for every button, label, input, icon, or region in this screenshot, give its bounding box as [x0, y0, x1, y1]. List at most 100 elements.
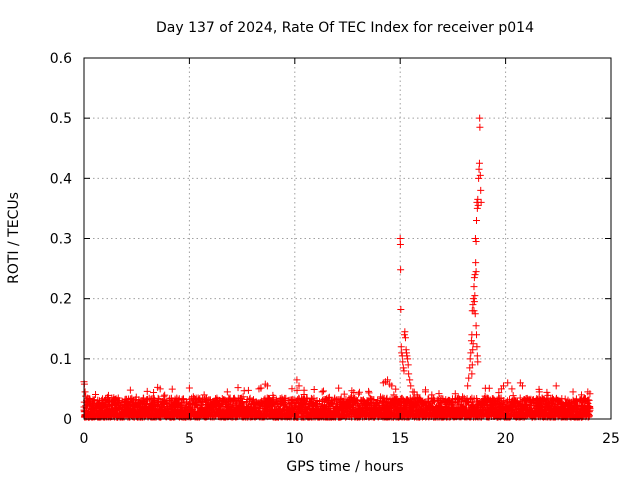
data-point [471, 235, 479, 242]
data-point [472, 238, 480, 246]
data-point [476, 114, 484, 122]
data-point [406, 376, 414, 384]
data-point [81, 388, 89, 396]
x-tick-label: 0 [80, 431, 89, 447]
data-point [400, 367, 408, 375]
data-point [223, 388, 231, 396]
x-tick-label: 15 [391, 431, 409, 447]
x-tick-label: 20 [497, 431, 515, 447]
data-point [471, 271, 479, 279]
data-point [476, 171, 484, 179]
data-point [150, 389, 158, 397]
axis-ticks [83, 57, 612, 420]
data-point [308, 395, 316, 403]
data-point [543, 388, 551, 396]
data-point [92, 390, 100, 398]
data-point [225, 398, 233, 406]
data-point [467, 337, 475, 345]
data-point [156, 385, 164, 393]
data-point [392, 385, 400, 393]
data-point [293, 386, 301, 394]
data-point [335, 384, 343, 392]
data-point [552, 382, 560, 390]
x-tick-label: 10 [286, 431, 304, 447]
data-point [468, 370, 476, 378]
data-point [471, 310, 479, 318]
data-point [234, 384, 242, 392]
data-point [464, 382, 472, 390]
data-point [469, 295, 477, 303]
data-point [477, 198, 485, 206]
data-point [401, 334, 409, 342]
data-point [160, 392, 168, 400]
chart-title: Day 137 of 2024, Rate Of TEC Index for r… [156, 20, 534, 36]
data-point [397, 343, 405, 351]
data-point [310, 385, 318, 393]
data-point [404, 355, 412, 363]
data-point [143, 387, 151, 395]
data-point [471, 292, 479, 300]
data-point [470, 307, 478, 315]
data-point [470, 298, 478, 306]
y-tick-label: 0.5 [50, 111, 72, 127]
data-point [474, 201, 482, 209]
data-point [355, 390, 363, 398]
x-axis-label: GPS time / hours [286, 459, 403, 475]
data-point [475, 174, 483, 182]
data-point [399, 364, 407, 372]
y-tick-labels: 0 0.1 0.2 0.3 0.4 0.5 0.6 [50, 51, 72, 428]
y-tick-label: 0.1 [50, 352, 72, 368]
data-point [185, 384, 193, 392]
data-point [197, 402, 205, 410]
y-tick-label: 0.6 [50, 51, 72, 67]
x-tick-label: 25 [602, 431, 620, 447]
data-point [403, 352, 411, 360]
data-point [404, 361, 412, 369]
y-tick-label: 0.4 [50, 171, 72, 187]
data-point [397, 305, 405, 313]
data-point [365, 387, 373, 395]
data-point [473, 331, 481, 339]
data-points [80, 114, 594, 421]
y-tick-label: 0 [63, 412, 72, 428]
data-point [472, 268, 480, 276]
plot-frame [83, 57, 612, 420]
data-point [466, 355, 474, 363]
data-point [240, 387, 248, 395]
data-point [473, 204, 481, 212]
data-point [469, 346, 477, 354]
data-point [396, 241, 404, 249]
data-point [472, 259, 480, 267]
data-point [473, 343, 481, 351]
data-point [508, 385, 516, 393]
x-tick-labels: 0 5 10 15 20 25 [80, 431, 620, 447]
data-point [472, 322, 480, 330]
data-point [474, 358, 482, 366]
data-point [126, 386, 134, 394]
data-point [473, 352, 481, 360]
data-point [397, 266, 405, 274]
data-point [407, 382, 415, 390]
data-point [396, 235, 404, 242]
x-tick-label: 5 [185, 431, 194, 447]
data-point [405, 370, 413, 378]
data-point [319, 387, 327, 395]
data-point [340, 390, 348, 398]
data-point [475, 159, 483, 167]
data-point [467, 349, 475, 357]
data-point [469, 340, 477, 348]
y-tick-label: 0.3 [50, 232, 72, 248]
data-point [470, 274, 478, 282]
data-point [476, 123, 484, 131]
data-point [569, 388, 577, 396]
data-point [473, 216, 481, 224]
data-point [239, 393, 247, 401]
y-tick-label: 0.2 [50, 292, 72, 308]
data-point [168, 385, 176, 393]
grid-lines [84, 58, 611, 419]
data-point [237, 394, 245, 402]
data-point [470, 283, 478, 291]
data-point [465, 374, 473, 382]
data-point [474, 195, 482, 203]
